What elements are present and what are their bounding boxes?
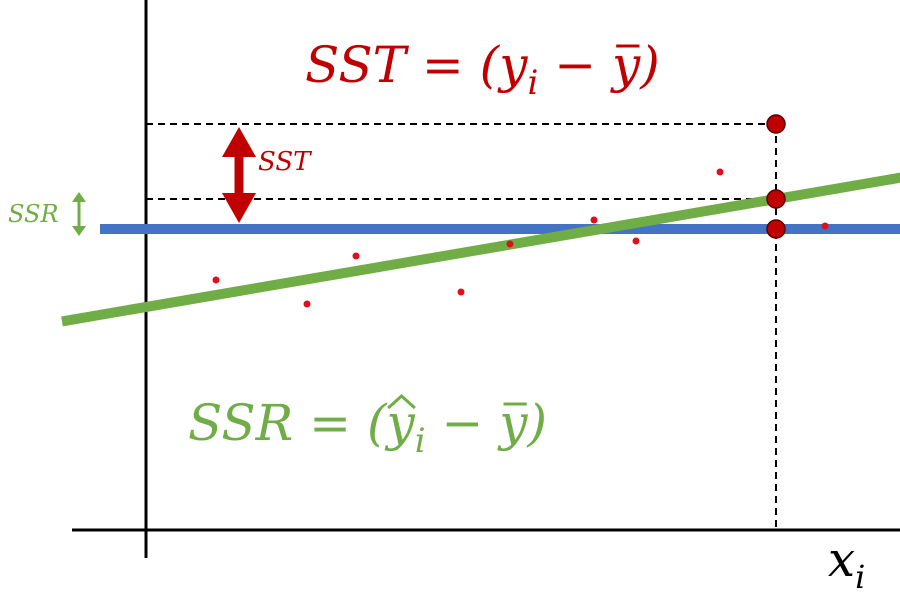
- regression-line: [61, 172, 900, 327]
- sst-eq-equals: = (: [406, 36, 501, 94]
- xi-axis-label: xi: [828, 532, 865, 596]
- sst-arrow-head-top: [222, 127, 256, 157]
- ssr-eq-minus: −: [426, 394, 500, 452]
- sst-eq-close: ): [639, 36, 660, 94]
- sst-eq-y: y: [497, 36, 528, 94]
- sst-eq-sub: i: [527, 63, 538, 103]
- xi-point-yi: [766, 114, 786, 134]
- ssr-eq-sub: i: [415, 421, 426, 461]
- scatter-point: [352, 252, 360, 260]
- scatter-point: [716, 168, 724, 176]
- sst-eq-lhs: SST: [305, 36, 410, 94]
- sst-arrow-head-bottom: [222, 193, 256, 223]
- sst-equation: SST = (yi − y): [305, 36, 660, 103]
- ssr-equation: SSR = (yi − y): [188, 394, 547, 461]
- ssr-arrow-label: SSR: [8, 200, 59, 228]
- xi-var: x: [828, 532, 855, 588]
- scatter-point: [632, 237, 640, 245]
- xi-point-yhat: [766, 189, 786, 209]
- scatter-point: [821, 222, 829, 230]
- scatter-point: [457, 288, 465, 296]
- sst-eq-minus: −: [538, 36, 612, 94]
- scatter-point: [303, 300, 311, 308]
- scatter-point: [506, 240, 514, 248]
- xi-sub: i: [855, 558, 865, 596]
- sst-arrow-label: SST: [258, 147, 312, 177]
- scatter-point: [212, 276, 220, 284]
- ssr-arrow-head-bottom: [72, 226, 86, 236]
- ssr-arrow-head-top: [72, 192, 86, 202]
- ssr-eq-equals: = (: [293, 394, 388, 452]
- xi-point-ybar: [766, 219, 786, 239]
- ssr-yhat-hat: [387, 393, 416, 410]
- ssr-eq-lhs: SSR: [188, 394, 293, 452]
- scatter-point: [590, 216, 598, 224]
- ssr-eq-close: ): [527, 394, 548, 452]
